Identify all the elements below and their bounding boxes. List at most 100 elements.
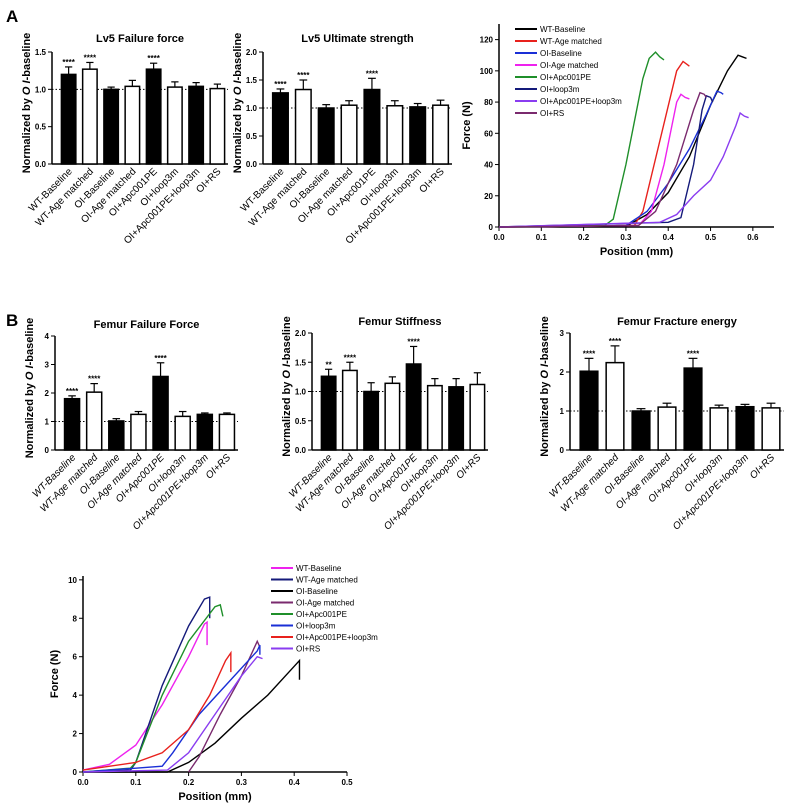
significance-label: **** <box>88 375 101 384</box>
significance-label: **** <box>609 337 622 346</box>
bar <box>294 88 312 165</box>
chart-6: 0 2 4 6 8 10 0.0 0.1 0.2 0.3 0.4 0.5 Position (mm) Fo… <box>49 564 378 803</box>
series-line <box>82 603 224 773</box>
legend-label: WT-Baseline <box>296 564 342 573</box>
legend-label: OI+Apc001PE <box>296 610 347 619</box>
y-axis-label-part: O I <box>21 79 33 95</box>
legend-label: OI+RS <box>296 645 320 654</box>
series-line <box>82 620 208 771</box>
y-axis-label-part: Normalized by <box>232 95 244 173</box>
y-tick-label: 0.0 <box>35 160 47 169</box>
significance-label: **** <box>62 58 75 67</box>
series-line <box>498 54 747 228</box>
y-axis-label-part: Normalized by <box>24 380 36 458</box>
legend-label: OI+loop3m <box>540 85 580 94</box>
category-label: OI+RS <box>204 452 233 481</box>
y-axis-label-part: O I <box>24 364 36 380</box>
y-tick-label: 1.5 <box>246 76 258 85</box>
bar <box>579 370 599 451</box>
y-tick-label: 1 <box>560 407 565 416</box>
bar <box>124 85 141 165</box>
y-tick-label: 1 <box>45 418 50 427</box>
series-line <box>498 91 707 228</box>
chart-1: 0.0 0.5 1.0 1.5 2.0 Lv5 Ultimate strength Norm… <box>232 33 452 246</box>
y-tick-label: 80 <box>484 98 493 107</box>
bar <box>761 407 781 451</box>
y-tick-label: 0 <box>489 223 494 232</box>
y-axis-label-part: -baseline <box>539 316 551 364</box>
series-line <box>498 60 690 228</box>
y-tick-label: 120 <box>480 36 494 45</box>
legend-label: OI-Baseline <box>296 587 338 596</box>
y-axis-label: Force (N) <box>461 101 473 150</box>
legend-label: OI+RS <box>540 109 564 118</box>
y-tick-label: 40 <box>484 161 493 170</box>
bar <box>60 73 77 165</box>
y-axis-label-part: O I <box>281 363 293 379</box>
panel-label-a: A <box>6 7 18 26</box>
x-tick-label: 0.5 <box>705 233 717 242</box>
bar <box>81 68 98 165</box>
bar <box>108 420 125 451</box>
category-label: OI+RS <box>454 452 483 481</box>
legend-label: OI+Apc001PE <box>540 73 591 82</box>
bar <box>271 92 289 165</box>
legend-label: OI-Baseline <box>540 49 582 58</box>
significance-label: **** <box>84 53 97 62</box>
bar <box>448 386 465 451</box>
chart-5: 0 1 2 3 Femur Fracture energy Normalized by O… <box>539 316 784 532</box>
series-line <box>498 111 749 228</box>
significance-label: **** <box>274 80 287 89</box>
chart-4: 0.0 0.5 1.0 1.5 2.0 Femur Stiffness Normalized… <box>281 316 488 532</box>
bar <box>432 104 450 165</box>
y-tick-label: 1.0 <box>246 104 258 113</box>
y-axis-label-part: -baseline <box>24 318 36 366</box>
series-line <box>188 639 261 773</box>
y-tick-label: 10 <box>68 576 77 585</box>
series-line <box>498 90 724 228</box>
y-tick-label: 100 <box>480 67 494 76</box>
legend-label: WT-Baseline <box>540 25 586 34</box>
legend-label: WT-Age matched <box>540 37 602 46</box>
series-line <box>498 93 690 228</box>
bar <box>657 406 677 451</box>
bar <box>631 410 651 451</box>
series-line <box>82 655 263 773</box>
series-line <box>82 644 261 773</box>
chart-2: 0 20 40 60 80 100 120 0.0 0.1 0.2 0.3 0.4 0.5 0.6 Posi… <box>461 24 774 258</box>
series-line <box>82 596 211 773</box>
y-tick-label: 0 <box>45 446 50 455</box>
significance-label: **** <box>147 54 160 63</box>
legend-label: WT-Age matched <box>296 576 358 585</box>
category-label: OI+RS <box>417 166 446 195</box>
bar <box>386 105 404 165</box>
legend-label: OI+Apc001PE+loop3m <box>296 633 378 642</box>
y-tick-label: 2.0 <box>295 329 307 338</box>
bar <box>130 413 147 451</box>
bar <box>188 85 205 165</box>
y-tick-label: 2.0 <box>246 48 258 57</box>
x-tick-label: 0.2 <box>183 778 195 787</box>
y-axis-label-part: O I <box>539 363 551 379</box>
y-axis-label: Force (N) <box>49 650 61 699</box>
y-tick-label: 4 <box>73 691 78 700</box>
chart-title: Femur Stiffness <box>358 316 441 328</box>
y-tick-label: 8 <box>73 614 78 623</box>
x-axis-label: Position (mm) <box>600 246 674 258</box>
x-tick-label: 0.2 <box>578 233 590 242</box>
y-tick-label: 0.5 <box>35 123 47 132</box>
series-line <box>83 658 301 773</box>
x-tick-label: 0.0 <box>493 233 505 242</box>
significance-label: **** <box>344 353 357 362</box>
bar <box>605 361 625 451</box>
significance-label: **** <box>154 354 167 363</box>
bar <box>218 413 236 451</box>
y-tick-label: 3 <box>45 361 50 370</box>
bar <box>63 397 81 451</box>
significance-label: **** <box>583 349 596 358</box>
y-axis-label-part: -baseline <box>281 316 293 364</box>
y-tick-label: 0.5 <box>295 417 307 426</box>
chart-title: Femur Fracture energy <box>617 316 738 328</box>
x-tick-label: 0.6 <box>747 233 759 242</box>
y-tick-label: 4 <box>45 332 50 341</box>
